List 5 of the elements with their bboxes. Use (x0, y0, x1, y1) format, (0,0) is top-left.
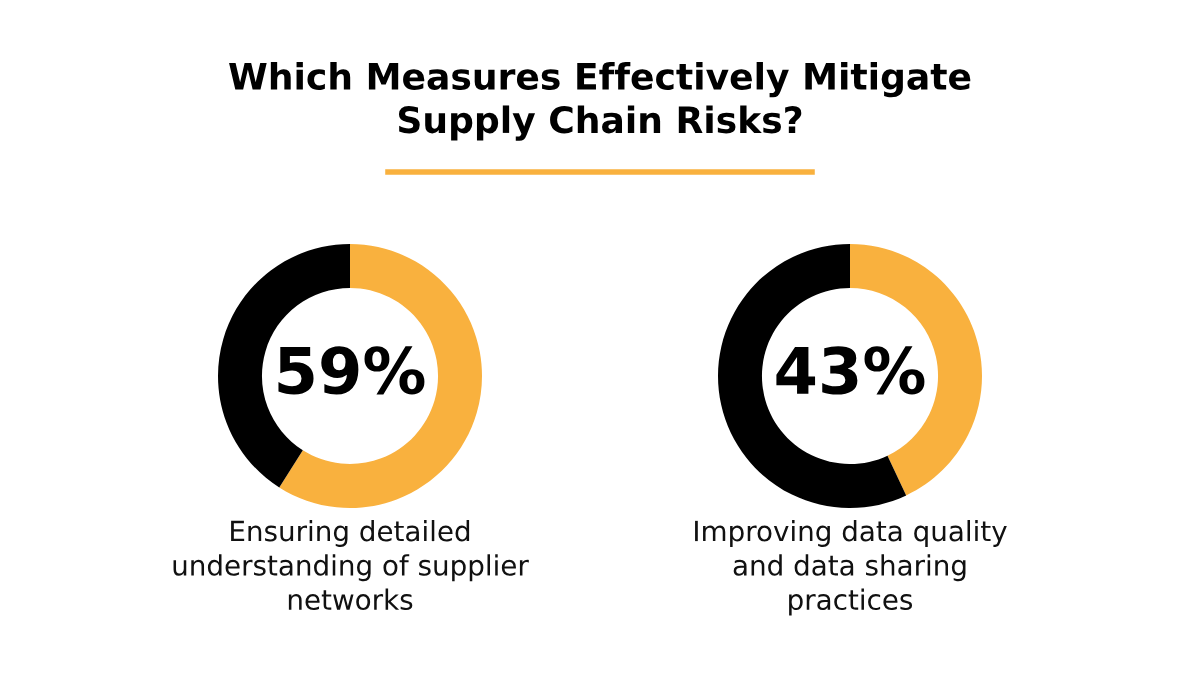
data-label: 43% (776, 346, 925, 395)
data-label: 59% (278, 346, 425, 395)
text: Improving data quality and data sharing practices (695, 520, 1007, 616)
text: Ensuring detailed understanding of supplier networks (173, 520, 529, 611)
text: Which Measures Effectively Mitigate Supply Chain Risks? (229, 62, 971, 141)
